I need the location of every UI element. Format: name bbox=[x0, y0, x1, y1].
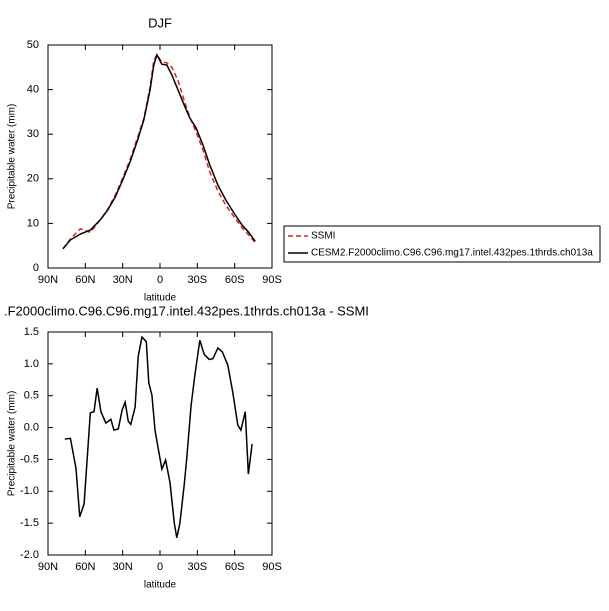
y-tick-label: 30 bbox=[27, 128, 39, 140]
y-tick-label: 10 bbox=[27, 217, 39, 229]
y-tick-label: -2.0 bbox=[20, 549, 39, 561]
y-tick-label: 0.5 bbox=[24, 390, 39, 402]
x-tick-label: 60N bbox=[75, 274, 95, 286]
x-tick-label: 30S bbox=[188, 561, 208, 573]
x-tick-label: 0 bbox=[157, 561, 163, 573]
y-tick-label: 40 bbox=[27, 84, 39, 96]
legend-label: SSMI bbox=[311, 231, 335, 242]
chart-title: DJF bbox=[148, 15, 172, 30]
legend-box bbox=[283, 225, 601, 263]
x-tick-label: 0 bbox=[157, 274, 163, 286]
y-tick-label: -0.5 bbox=[20, 453, 39, 465]
y-tick-label: 1.5 bbox=[24, 326, 39, 338]
chart-title: .F2000climo.C96.C96.mg17.intel.432pes.1t… bbox=[4, 303, 369, 318]
x-tick-label: 60N bbox=[75, 561, 95, 573]
y-axis-label: Precipitable water (mm) bbox=[7, 391, 18, 497]
y-tick-label: 0 bbox=[33, 262, 39, 274]
plot-frame bbox=[47, 331, 273, 556]
x-tick-label: 90S bbox=[262, 274, 282, 286]
data-line bbox=[62, 53, 256, 250]
x-tick-label: 60S bbox=[225, 274, 245, 286]
y-tick-label: 20 bbox=[27, 173, 39, 185]
x-tick-label: 90N bbox=[38, 274, 58, 286]
data-line bbox=[62, 52, 256, 250]
x-tick-label: 30N bbox=[113, 274, 133, 286]
x-tick-label: 90S bbox=[262, 561, 282, 573]
legend-label: CESM2.F2000climo.C96.C96.mg17.intel.432p… bbox=[311, 248, 593, 259]
y-tick-label: 50 bbox=[27, 39, 39, 51]
y-tick-label: 0.0 bbox=[24, 421, 39, 433]
y-tick-label: -1.5 bbox=[20, 517, 39, 529]
y-tick-label: -1.0 bbox=[20, 485, 39, 497]
y-axis-label: Precipitable water (mm) bbox=[7, 104, 18, 210]
data-line bbox=[64, 335, 253, 538]
x-tick-label: 30S bbox=[188, 274, 208, 286]
y-tick-label: 1.0 bbox=[24, 358, 39, 370]
x-axis-label: latitude bbox=[144, 293, 177, 304]
x-tick-label: 90N bbox=[38, 561, 58, 573]
x-axis-label: latitude bbox=[144, 580, 177, 591]
x-tick-label: 60S bbox=[225, 561, 245, 573]
x-tick-label: 30N bbox=[113, 561, 133, 573]
plot-frame bbox=[47, 44, 273, 269]
